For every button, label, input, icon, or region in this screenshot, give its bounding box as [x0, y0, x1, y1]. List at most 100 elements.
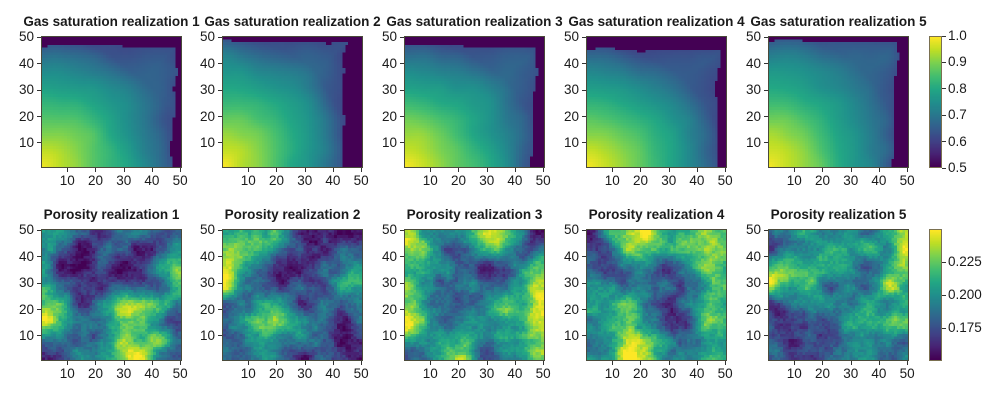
- x-tick-label: 50: [717, 173, 733, 188]
- x-tick-label: 10: [240, 366, 256, 381]
- y-tick-mark: [400, 282, 404, 284]
- y-tick-label: 40: [19, 248, 35, 264]
- panel-title: Porosity realization 1: [43, 207, 180, 222]
- x-tick-mark: [123, 168, 125, 172]
- x-tick-mark: [361, 361, 363, 365]
- y-tick-label: 10: [382, 327, 398, 343]
- x-tick-label: 20: [268, 173, 285, 188]
- y-tick-label: 50: [746, 222, 762, 238]
- x-tick-label: 10: [604, 366, 620, 381]
- x-tick-mark: [640, 361, 642, 365]
- y-tick-label: 50: [382, 222, 398, 238]
- x-tick-mark: [95, 361, 97, 365]
- heatmap-axes: [41, 229, 182, 361]
- colorbar-tick-label: 0.9: [948, 54, 967, 70]
- y-tick-label: 10: [200, 134, 216, 150]
- x-tick-label: 20: [268, 366, 285, 381]
- y-tick-mark: [37, 36, 41, 38]
- colorbar-tick-label: 1.0: [948, 28, 967, 43]
- panel-title: Gas saturation realization 2: [204, 14, 381, 29]
- x-tick-mark: [543, 168, 545, 172]
- colorbar-tick-mark: [942, 327, 946, 329]
- panel-title: Gas saturation realization 1: [23, 14, 200, 29]
- y-tick-label: 20: [746, 301, 762, 317]
- colorbar-tick-mark: [942, 141, 946, 143]
- x-tick-mark: [304, 168, 306, 172]
- y-tick-mark: [400, 335, 404, 337]
- x-tick-label: 30: [116, 173, 132, 188]
- colorbar-tick-mark: [942, 88, 946, 90]
- x-tick-mark: [878, 361, 880, 365]
- heatmap-cells: [405, 37, 544, 167]
- x-tick-label: 50: [899, 173, 915, 188]
- colorbar-tick-label: 0.175: [948, 320, 982, 335]
- y-tick-label: 40: [200, 248, 216, 264]
- y-tick-mark: [400, 36, 404, 38]
- y-tick-mark: [764, 36, 768, 38]
- y-tick-mark: [218, 116, 222, 118]
- heatmap-axes: [41, 36, 182, 168]
- y-tick-mark: [218, 142, 222, 144]
- colorbar-tick-label: 0.200: [948, 287, 982, 302]
- x-tick-label: 20: [632, 366, 649, 381]
- y-tick-mark: [218, 256, 222, 258]
- x-tick-mark: [332, 168, 334, 172]
- x-tick-mark: [276, 361, 278, 365]
- colorbar-tick-label: 0.225: [948, 254, 982, 269]
- y-tick-mark: [37, 229, 41, 231]
- heatmap-cells: [769, 37, 908, 167]
- colorbar-gradient: [930, 230, 941, 360]
- y-tick-mark: [764, 282, 768, 284]
- x-tick-label: 40: [325, 366, 341, 381]
- x-tick-mark: [276, 168, 278, 172]
- x-tick-label: 30: [479, 173, 495, 188]
- x-tick-mark: [696, 361, 698, 365]
- y-tick-mark: [764, 116, 768, 118]
- x-tick-mark: [67, 361, 69, 365]
- x-tick-label: 50: [535, 173, 551, 188]
- x-tick-label: 20: [87, 173, 104, 188]
- y-tick-mark: [582, 282, 586, 284]
- y-tick-label: 40: [19, 55, 35, 71]
- heatmap-cells: [587, 37, 726, 167]
- y-tick-mark: [582, 36, 586, 38]
- panel-title: Porosity realization 5: [770, 207, 907, 222]
- x-tick-label: 10: [786, 173, 802, 188]
- y-tick-label: 40: [564, 55, 580, 71]
- x-tick-label: 30: [297, 366, 313, 381]
- colorbar-tick-label: 0.5: [948, 160, 967, 175]
- y-tick-label: 10: [564, 134, 580, 150]
- y-tick-label: 50: [564, 222, 580, 238]
- y-tick-mark: [400, 229, 404, 231]
- y-tick-mark: [764, 256, 768, 258]
- y-tick-label: 10: [19, 327, 35, 343]
- y-tick-label: 20: [19, 108, 35, 124]
- x-tick-mark: [794, 168, 796, 172]
- x-tick-mark: [95, 168, 97, 172]
- y-tick-label: 10: [19, 134, 35, 150]
- x-tick-mark: [458, 361, 460, 365]
- colorbar-tick-label: 0.8: [948, 80, 967, 96]
- x-tick-label: 50: [353, 173, 369, 188]
- y-tick-mark: [400, 116, 404, 118]
- x-tick-mark: [430, 361, 432, 365]
- x-tick-mark: [332, 361, 334, 365]
- x-tick-label: 10: [59, 366, 75, 381]
- x-tick-label: 50: [717, 366, 733, 381]
- x-tick-label: 10: [786, 366, 802, 381]
- x-tick-mark: [67, 168, 69, 172]
- y-tick-label: 50: [19, 29, 35, 45]
- x-tick-label: 50: [899, 366, 915, 381]
- y-tick-mark: [218, 229, 222, 231]
- y-tick-label: 30: [382, 275, 398, 291]
- x-tick-mark: [514, 361, 516, 365]
- x-tick-label: 20: [814, 173, 831, 188]
- heatmap-axes: [404, 36, 545, 168]
- heatmap-cells: [223, 230, 362, 360]
- colorbar-tick-mark: [942, 114, 946, 116]
- heatmap-axes: [768, 36, 909, 168]
- y-tick-mark: [400, 89, 404, 91]
- x-tick-label: 40: [325, 173, 341, 188]
- x-tick-label: 40: [144, 173, 160, 188]
- y-tick-label: 50: [564, 29, 580, 45]
